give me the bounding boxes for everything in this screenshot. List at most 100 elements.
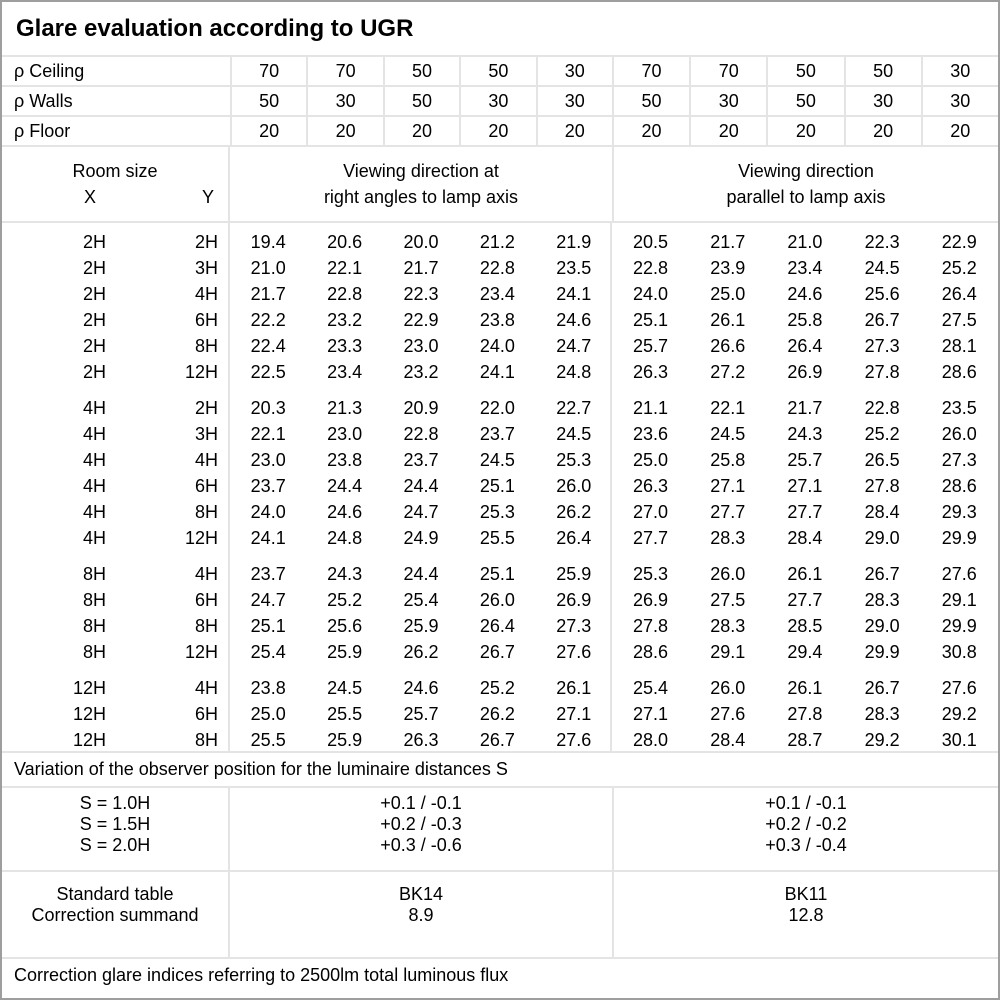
reflectance-row: ρ Walls 50 30 50 30 30 50 30 50 30 30 <box>2 87 998 117</box>
ugr-value-parallel: 25.2 <box>941 258 977 278</box>
variation-parallel-column: +0.1 / -0.1 +0.2 / -0.2 +0.3 / -0.4 <box>612 788 998 870</box>
ugr-value-right-angles: 25.9 <box>327 730 363 750</box>
summary-row-label: Correction summand <box>31 905 199 925</box>
ugr-value-right-angles: 23.3 <box>327 336 363 356</box>
variation-distance-label: S = 2.0H <box>79 835 151 855</box>
ugr-value-right-angles: 22.9 <box>403 310 439 330</box>
ugr-value-parallel: 29.9 <box>864 642 900 662</box>
parallel-group-header: Viewing direction parallel to lamp axis <box>612 147 998 221</box>
ugr-value-parallel: 27.8 <box>864 476 900 496</box>
ugr-value-right-angles: 26.3 <box>403 730 439 750</box>
ugr-value-right-angles: 23.4 <box>479 284 515 304</box>
reflectance-value-cell: 50 <box>611 87 689 115</box>
variation-values: S = 1.0H S = 1.5H S = 2.0H +0.1 / -0.1 +0.2… <box>2 788 998 872</box>
room-x-cell: 8H <box>82 590 106 610</box>
room-x-cell: 4H <box>82 424 106 444</box>
ugr-value-right-angles: 24.7 <box>250 590 286 610</box>
ugr-value-right-angles: 26.4 <box>556 528 592 548</box>
ugr-table-row: 12H 6H 25.0 25.5 25.7 26.2 27.1 27.1 27.6 27.8 28.… <box>2 701 998 727</box>
page-title-text: Glare evaluation according to UGR <box>16 14 414 42</box>
reflectance-value-cell: 20 <box>611 117 689 145</box>
ugr-value-parallel: 29.1 <box>941 590 977 610</box>
ugr-value-parallel: 25.8 <box>787 310 823 330</box>
reflectance-value-cell: 50 <box>766 87 843 115</box>
ugr-value-parallel: 26.0 <box>710 678 746 698</box>
ugr-value-parallel: 27.7 <box>710 502 746 522</box>
ugr-value-right-angles: 23.0 <box>403 336 439 356</box>
ugr-value-parallel: 29.1 <box>710 642 746 662</box>
room-x-cell: 2H <box>82 232 106 252</box>
ugr-value-right-angles: 24.3 <box>327 564 363 584</box>
room-y-cell: 3H <box>194 424 218 444</box>
room-y-cell: 6H <box>194 590 218 610</box>
ugr-value-right-angles: 23.7 <box>250 476 286 496</box>
variation-parallel-value: +0.3 / -0.4 <box>765 835 847 855</box>
x-column-header: X <box>83 187 96 207</box>
ugr-value-right-angles: 27.6 <box>556 730 592 750</box>
ugr-value-right-angles: 23.2 <box>403 362 439 382</box>
variation-section-title: Variation of the observer position for t… <box>2 753 998 788</box>
reflectance-value-cell: 50 <box>230 87 306 115</box>
reflectance-row-label: ρ Floor <box>14 120 71 141</box>
variation-right-angles-column: +0.1 / -0.1 +0.2 / -0.3 +0.3 / -0.6 <box>230 788 612 870</box>
variation-distance-label: S = 1.5H <box>79 814 151 834</box>
ugr-value-right-angles: 22.3 <box>403 284 439 304</box>
reflectance-value-cell: 50 <box>459 57 535 85</box>
ugr-table-row: 2H 2H 19.4 20.6 20.0 21.2 21.9 20.5 21.7 21.0 22.3… <box>2 229 998 255</box>
reflectance-row: ρ Ceiling 70 70 50 50 30 70 70 50 50 30 <box>2 57 998 87</box>
room-size-label: Room size <box>72 161 158 181</box>
ugr-value-parallel: 28.4 <box>864 502 900 522</box>
room-x-cell: 4H <box>82 450 106 470</box>
reflectance-row-label: ρ Walls <box>14 90 73 111</box>
room-x-cell: 12H <box>72 704 106 724</box>
ugr-data-area: 2H 2H 19.4 20.6 20.0 21.2 21.9 20.5 21.7 21.0 22.3… <box>2 223 998 753</box>
room-size-xy: X Y <box>2 184 228 210</box>
reflectance-value-cell: 30 <box>843 87 921 115</box>
room-x-cell: 12H <box>72 730 106 750</box>
ugr-value-right-angles: 27.6 <box>556 642 592 662</box>
summary-right-angles-value: 8.9 <box>408 905 434 925</box>
ugr-value-right-angles: 24.9 <box>403 528 439 548</box>
ugr-value-parallel: 26.7 <box>864 564 900 584</box>
ugr-value-parallel: 27.6 <box>710 704 746 724</box>
ugr-value-right-angles: 25.3 <box>479 502 515 522</box>
reflectance-value-cell: 20 <box>459 117 535 145</box>
ugr-value-right-angles: 20.6 <box>327 232 363 252</box>
ugr-value-parallel: 26.0 <box>941 424 977 444</box>
ugr-value-right-angles: 25.3 <box>556 450 592 470</box>
reflectance-value-cell: 20 <box>843 117 921 145</box>
ugr-value-parallel: 28.4 <box>710 730 746 750</box>
ugr-value-right-angles: 24.5 <box>479 450 515 470</box>
room-x-cell: 2H <box>82 336 106 356</box>
room-y-cell: 6H <box>194 704 218 724</box>
ugr-value-right-angles: 24.1 <box>250 528 286 548</box>
ugr-value-right-angles: 22.1 <box>327 258 363 278</box>
variation-labels-column: S = 1.0H S = 1.5H S = 2.0H <box>2 788 230 870</box>
variation-right-angles-value: +0.1 / -0.1 <box>380 793 462 813</box>
room-x-cell: 2H <box>82 258 106 278</box>
ugr-value-parallel: 28.3 <box>864 590 900 610</box>
reflectance-row-label: ρ Ceiling <box>14 60 85 81</box>
room-y-cell: 8H <box>194 730 218 750</box>
ugr-value-right-angles: 21.2 <box>479 232 515 252</box>
ugr-value-right-angles: 23.8 <box>479 310 515 330</box>
room-y-cell: 12H <box>184 642 218 662</box>
ugr-value-parallel: 29.9 <box>941 616 977 636</box>
ugr-value-parallel: 26.1 <box>710 310 746 330</box>
ugr-value-right-angles: 24.4 <box>327 476 363 496</box>
variation-right-angles-value: +0.2 / -0.3 <box>380 814 462 834</box>
ugr-value-right-angles: 24.5 <box>327 678 363 698</box>
ugr-value-right-angles: 23.7 <box>403 450 439 470</box>
ugr-value-right-angles: 24.6 <box>327 502 363 522</box>
variation-right-angles-value: +0.3 / -0.6 <box>380 835 462 855</box>
ugr-value-right-angles: 24.5 <box>556 424 592 444</box>
ugr-value-parallel: 25.1 <box>633 310 669 330</box>
room-y-cell: 12H <box>184 528 218 548</box>
ugr-value-right-angles: 25.9 <box>327 642 363 662</box>
ugr-value-parallel: 30.1 <box>941 730 977 750</box>
ugr-value-parallel: 20.5 <box>633 232 669 252</box>
ugr-value-right-angles: 25.7 <box>403 704 439 724</box>
reflectance-value-cell: 30 <box>306 87 382 115</box>
ugr-value-right-angles: 26.2 <box>479 704 515 724</box>
ugr-table-row: 2H 8H 22.4 23.3 23.0 24.0 24.7 25.7 26.6 26.4 27.3… <box>2 333 998 359</box>
